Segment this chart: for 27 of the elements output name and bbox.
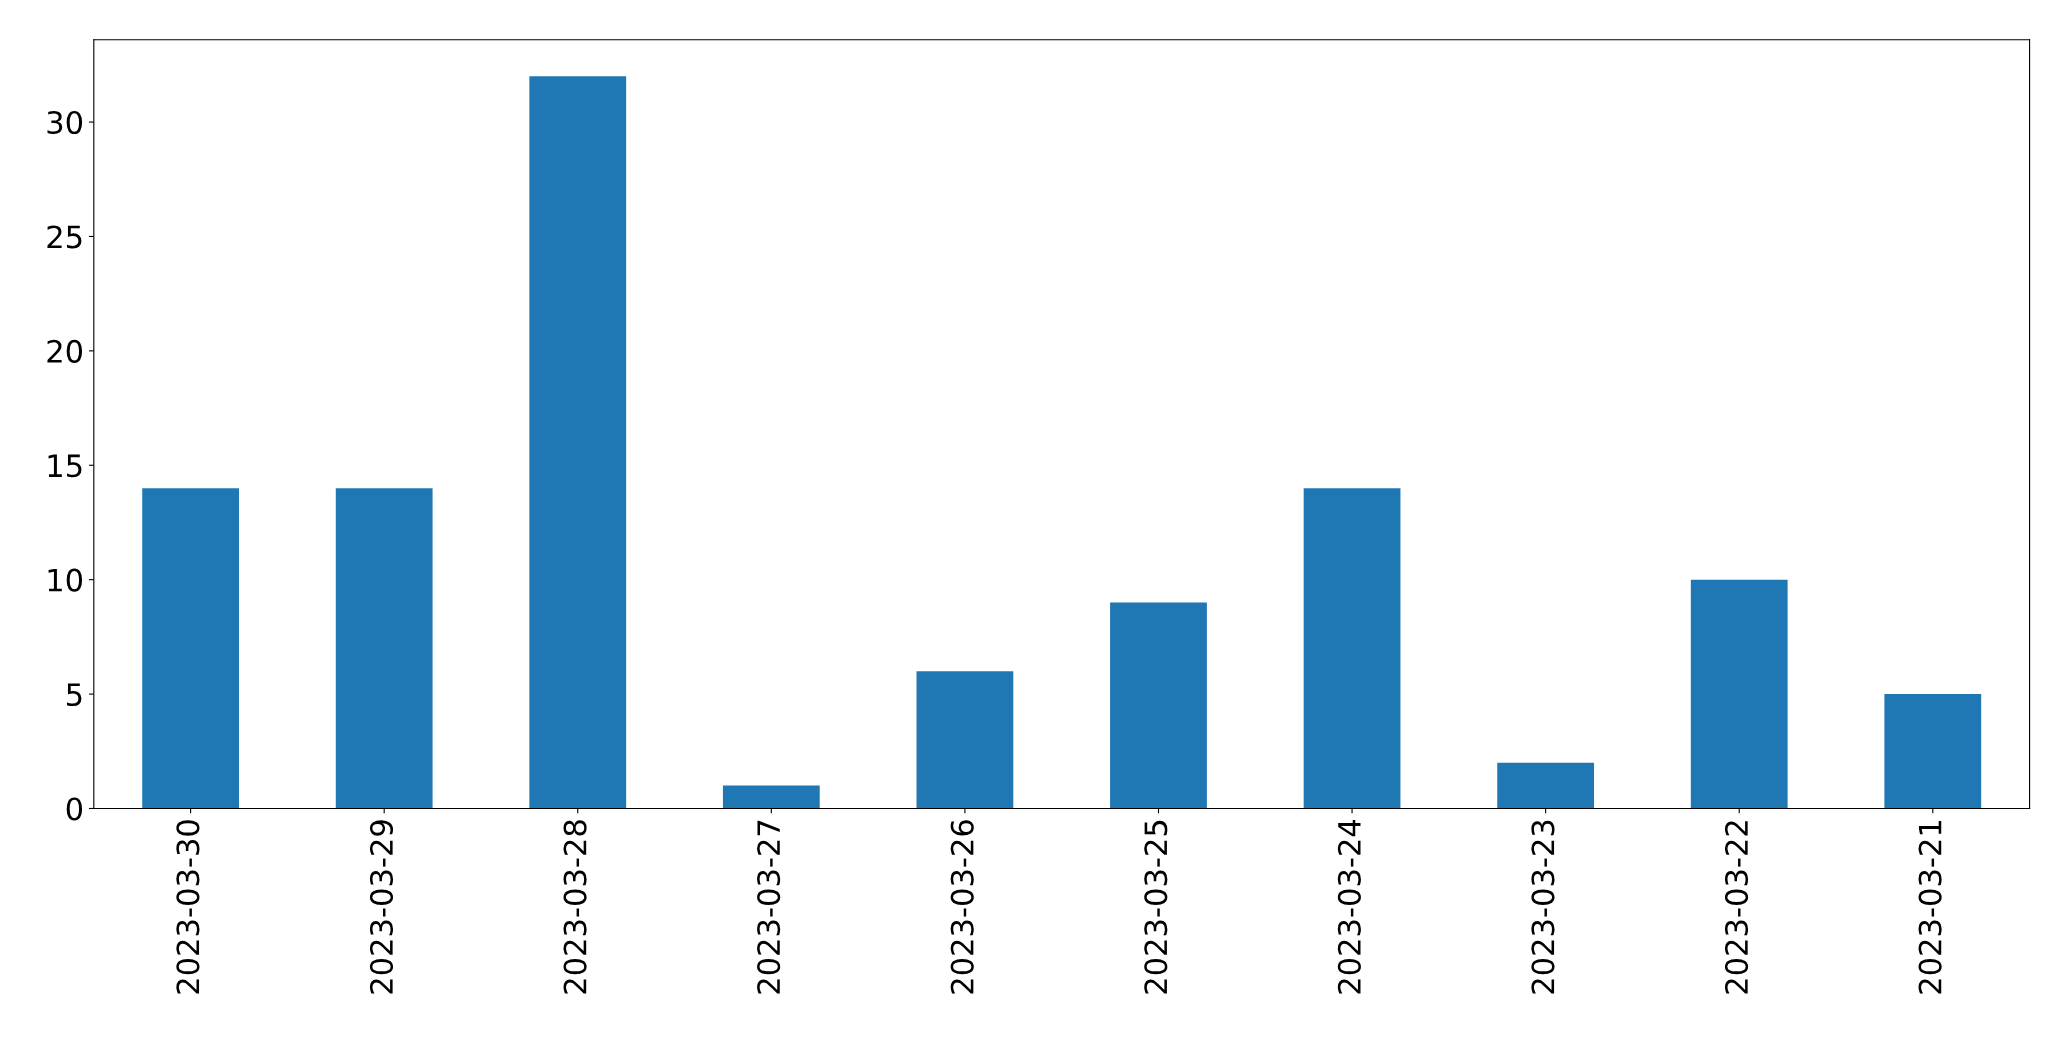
bar [1110, 602, 1207, 809]
y-tick-label: 30 [47, 110, 83, 135]
y-tick-label: 10 [48, 568, 83, 592]
bar [335, 488, 433, 809]
y-tick-label: 15 [48, 454, 82, 478]
x-tick-label: 2023-03-22 [1724, 821, 1749, 994]
x-tick-label: 2023-03-23 [1531, 820, 1555, 994]
bar [722, 785, 820, 809]
y-tick-label: 5 [67, 683, 82, 707]
bar [1884, 694, 1982, 809]
y-tick-label: 25 [47, 225, 82, 249]
x-tick-label: 2023-03-21 [1918, 821, 1942, 994]
x-tick-label: 2023-03-29 [369, 820, 394, 994]
bar [529, 76, 627, 809]
x-tick-label: 2023-03-24 [1337, 819, 1361, 994]
bar [1303, 488, 1401, 809]
bar [1690, 579, 1788, 809]
bar [916, 671, 1014, 809]
bar [1497, 762, 1595, 809]
bar [142, 488, 239, 809]
x-tick-label: 2023-03-30 [176, 820, 200, 994]
y-tick-label: 20 [47, 339, 83, 363]
y-tick-label: 0 [66, 797, 83, 821]
x-tick-label: 2023-03-26 [950, 820, 974, 994]
x-tick-label: 2023-03-28 [563, 820, 587, 994]
x-tick-label: 2023-03-27 [757, 820, 781, 994]
x-tick-label: 2023-03-25 [1144, 820, 1168, 994]
